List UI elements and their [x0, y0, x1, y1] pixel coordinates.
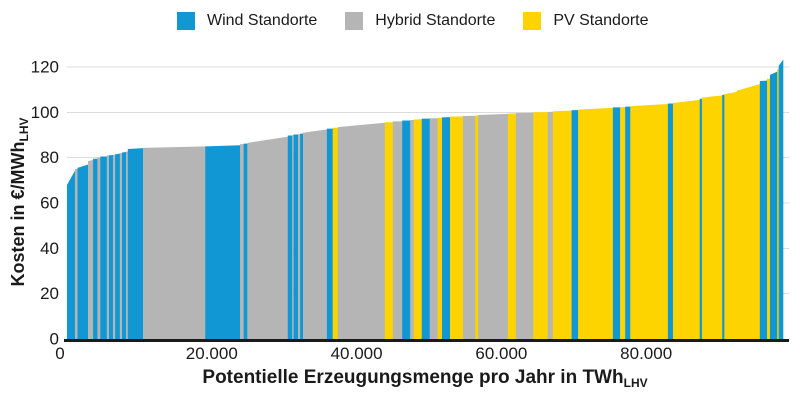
y-tick-label: 120 — [31, 58, 59, 77]
bar-segment-wind — [326, 128, 333, 339]
bar-segment-wind — [243, 143, 248, 339]
bar-segment-wind — [122, 152, 127, 339]
bar-segment-wind — [93, 158, 98, 339]
bar-segment-pv — [672, 99, 701, 339]
y-tick-label: 80 — [40, 148, 59, 167]
bar-segment-hybrid — [119, 153, 123, 339]
bar-segment-hybrid — [410, 120, 415, 339]
bar-segment-hybrid — [429, 118, 438, 339]
x-tick-label: 20.000 — [186, 344, 238, 363]
bar-segment-pv — [777, 69, 779, 340]
bar-segment-wind — [402, 120, 411, 339]
x-axis-title-subscript: LHV — [623, 376, 648, 390]
bar-segment-pv — [475, 115, 479, 339]
bar-segment-wind — [722, 94, 725, 339]
bar-segment-hybrid — [515, 112, 534, 339]
bar-segment-wind — [612, 107, 621, 339]
bar-segment-hybrid — [97, 157, 101, 339]
bar-segment-pv — [449, 116, 464, 339]
bar-segment-pv — [413, 119, 423, 339]
y-tick-label: 60 — [40, 194, 59, 213]
bar-segment-wind — [699, 98, 703, 339]
bar-segment-pv — [533, 112, 549, 340]
bar-segment-pv — [620, 107, 626, 340]
bar-segment-pv — [552, 110, 572, 340]
bar-segment-hybrid — [126, 151, 129, 339]
bar-segment-wind — [421, 118, 431, 340]
y-tick-label: 0 — [50, 330, 59, 349]
bar-segment-hybrid — [337, 122, 386, 339]
legend-label-pv: PV Standorte — [553, 12, 649, 29]
bar-segment-wind — [67, 170, 76, 339]
bar-segment-pv — [701, 95, 723, 339]
x-tick-label: 80.000 — [620, 344, 672, 363]
x-tick-label: 40.000 — [331, 344, 383, 363]
bar-segment-wind — [300, 133, 304, 339]
bar-segment-hybrid — [392, 121, 403, 340]
bar-segment-wind — [108, 154, 114, 339]
bar-segment-pv — [437, 117, 443, 339]
x-tick-label: 0 — [55, 344, 64, 363]
legend-item-hybrid: Hybrid Standorte — [345, 12, 495, 30]
bar-segment-wind — [287, 135, 293, 339]
bar-segment-hybrid — [303, 129, 328, 339]
bar-segment-pv — [332, 127, 339, 339]
bar-segment-hybrid — [247, 136, 289, 339]
bar-segment-wind — [667, 103, 674, 339]
bar-segment-pv — [736, 84, 761, 339]
bar-segment-wind — [759, 80, 768, 339]
bar-segment-wind — [571, 110, 579, 339]
bar-segment-wind — [100, 156, 108, 339]
bar-segment-hybrid — [106, 155, 110, 339]
bar-segment-pv — [578, 107, 614, 339]
bar-segment-wind — [293, 134, 299, 339]
bar-segment-hybrid — [297, 134, 301, 339]
bar-segment-pv — [384, 122, 394, 339]
legend-item-pv: PV Standorte — [523, 12, 649, 30]
bar-segment-wind — [205, 145, 241, 339]
bar-segment-wind — [77, 164, 89, 339]
bar-segment-hybrid — [87, 159, 94, 339]
pv-swatch-icon — [523, 12, 542, 30]
bar-segment-hybrid — [478, 113, 509, 339]
legend-item-wind: Wind Standorte — [177, 12, 317, 30]
wind-swatch-icon — [177, 12, 195, 30]
bar-segment-hybrid — [292, 135, 294, 339]
chart-legend: Wind Standorte Hybrid Standorte PV Stand… — [177, 12, 649, 30]
bar-segment-wind — [442, 117, 451, 340]
legend-label-wind: Wind Standorte — [207, 12, 318, 29]
bar-segment-hybrid — [143, 146, 206, 339]
bar-segment-pv — [724, 91, 737, 339]
y-tick-label: 100 — [31, 103, 59, 122]
bar-segment-wind — [115, 153, 121, 339]
bar-segment-hybrid — [112, 154, 116, 339]
legend-label-hybrid: Hybrid Standorte — [375, 12, 496, 29]
x-tick-label: 60.000 — [475, 344, 527, 363]
y-tick-label: 20 — [40, 284, 59, 303]
y-tick-label: 40 — [40, 239, 59, 258]
bar-segment-hybrid — [547, 111, 554, 339]
bar-segment-hybrid — [463, 115, 476, 339]
bar-segment-hybrid — [74, 169, 78, 339]
bar-segment-wind — [127, 148, 144, 339]
bar-segment-pv — [767, 78, 771, 339]
y-axis-title-subscript: LHV — [17, 117, 31, 142]
bar-segment-pv — [507, 113, 517, 339]
y-axis-title: Kosten in €/MWhLHV — [8, 117, 31, 287]
bar-segment-hybrid — [240, 144, 244, 339]
hybrid-swatch-icon — [345, 12, 364, 30]
bar-segment-wind — [769, 71, 778, 340]
bar-segment-pv — [630, 103, 669, 339]
x-axis-title: Potentielle Erzeugungsmenge pro Jahr in … — [202, 367, 648, 390]
bar-segment-wind — [778, 59, 784, 340]
bar-segment-wind — [625, 106, 631, 340]
